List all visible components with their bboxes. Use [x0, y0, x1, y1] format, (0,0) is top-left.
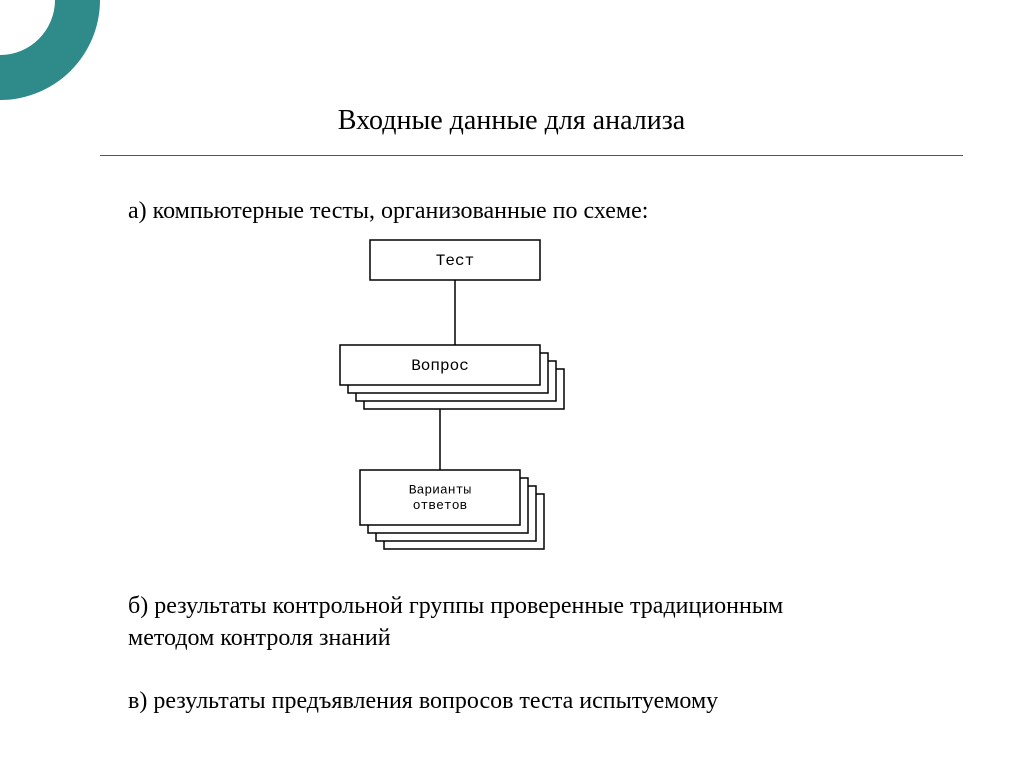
item-a-text: а) компьютерные тесты, организованные по… — [128, 195, 648, 227]
node-answers: Вариантыответов — [360, 470, 544, 549]
item-b-text: б) результаты контрольной группы провере… — [128, 590, 848, 655]
node-answers-label: ответов — [413, 498, 468, 513]
node-question-label: Вопрос — [411, 357, 469, 375]
diagram-container: Тест Вопрос Вариантыответов — [300, 240, 640, 570]
slide-title-area: Входные данные для анализа — [0, 105, 1023, 156]
item-c-text: в) результаты предъявления вопросов тест… — [128, 685, 908, 717]
node-question: Вопрос — [340, 345, 564, 409]
node-test-label: Тест — [436, 252, 474, 270]
title-underline — [100, 155, 963, 156]
diagram-svg: Тест Вопрос Вариантыответов — [300, 240, 640, 570]
node-answers-label: Варианты — [409, 483, 472, 498]
slide-title: Входные данные для анализа — [338, 105, 685, 136]
node-test: Тест — [370, 240, 540, 280]
